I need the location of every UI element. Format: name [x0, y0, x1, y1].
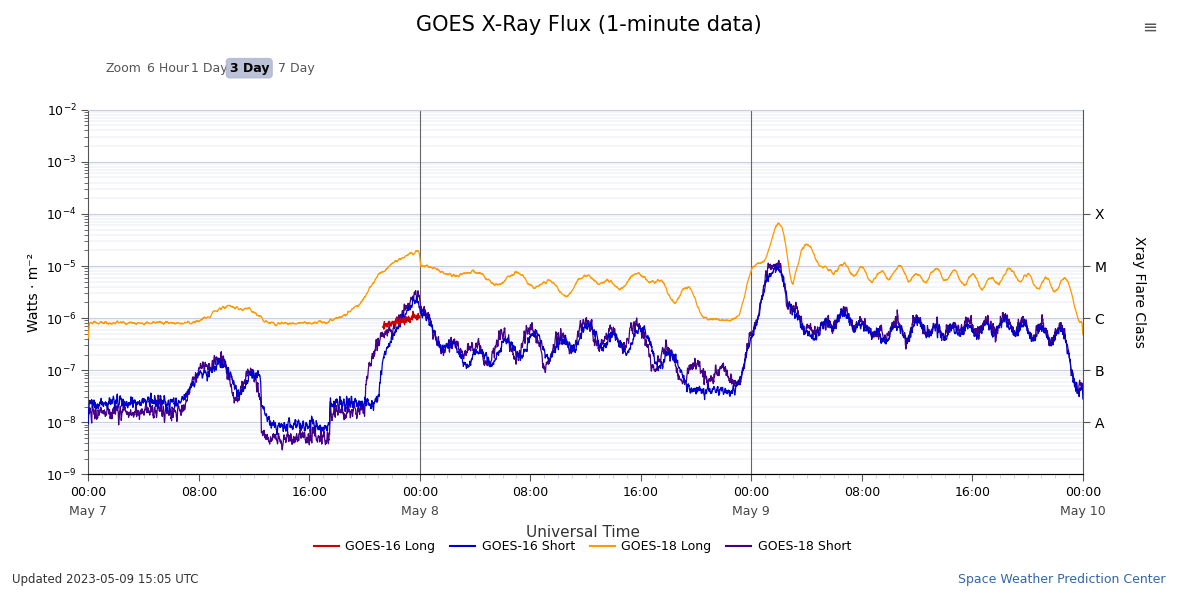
Text: May 10: May 10	[1060, 505, 1105, 518]
Y-axis label: Watts · m⁻²: Watts · m⁻²	[27, 253, 40, 331]
Text: Updated 2023-05-09 15:05 UTC: Updated 2023-05-09 15:05 UTC	[12, 573, 198, 586]
Text: May 7: May 7	[69, 505, 107, 518]
Text: Space Weather Prediction Center: Space Weather Prediction Center	[958, 573, 1165, 586]
Text: May 9: May 9	[732, 505, 770, 518]
Text: 1 Day: 1 Day	[191, 62, 227, 75]
Text: 3 Day: 3 Day	[230, 62, 270, 75]
Text: May 8: May 8	[401, 505, 439, 518]
Text: GOES X-Ray Flux (1-minute data): GOES X-Ray Flux (1-minute data)	[415, 15, 762, 35]
Text: 7 Day: 7 Day	[278, 62, 314, 75]
Text: Zoom: Zoom	[106, 62, 141, 75]
Legend: GOES-16 Long, GOES-16 Short, GOES-18 Long, GOES-18 Short: GOES-16 Long, GOES-16 Short, GOES-18 Lon…	[310, 535, 856, 558]
Text: 6 Hour: 6 Hour	[147, 62, 189, 75]
Text: ≡: ≡	[1142, 19, 1157, 37]
Y-axis label: Xray Flare Class: Xray Flare Class	[1131, 236, 1145, 348]
Text: Universal Time: Universal Time	[526, 525, 639, 540]
